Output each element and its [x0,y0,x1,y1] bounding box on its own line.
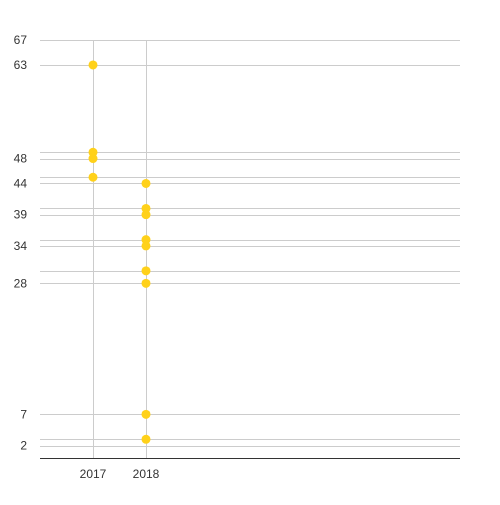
data-point[interactable] [141,203,151,213]
data-point[interactable] [141,235,151,245]
y-tick-label: 7 [20,407,27,421]
data-point[interactable] [141,434,151,444]
tick-labels: 67 63 48 44 39 34 28 7 2 2017 2018 [14,33,160,481]
gridlines [40,40,460,458]
y-tick-label: 48 [14,152,28,166]
data-point[interactable] [141,278,151,288]
y-tick-label: 39 [14,208,28,222]
data-points [88,60,151,444]
data-point[interactable] [141,178,151,188]
data-point[interactable] [141,266,151,276]
data-point[interactable] [141,409,151,419]
x-tick-label: 2018 [133,467,160,481]
data-point[interactable] [88,60,98,70]
y-tick-label: 67 [14,33,28,47]
y-tick-label: 28 [14,276,28,290]
y-tick-label: 34 [14,239,28,253]
y-tick-label: 63 [14,58,28,72]
x-tick-label: 2017 [80,467,107,481]
data-point[interactable] [88,154,98,164]
data-point[interactable] [141,241,151,251]
data-point[interactable] [88,147,98,157]
y-tick-label: 44 [14,176,28,190]
data-point[interactable] [141,210,151,220]
y-tick-label: 2 [20,439,27,453]
data-point[interactable] [88,172,98,182]
